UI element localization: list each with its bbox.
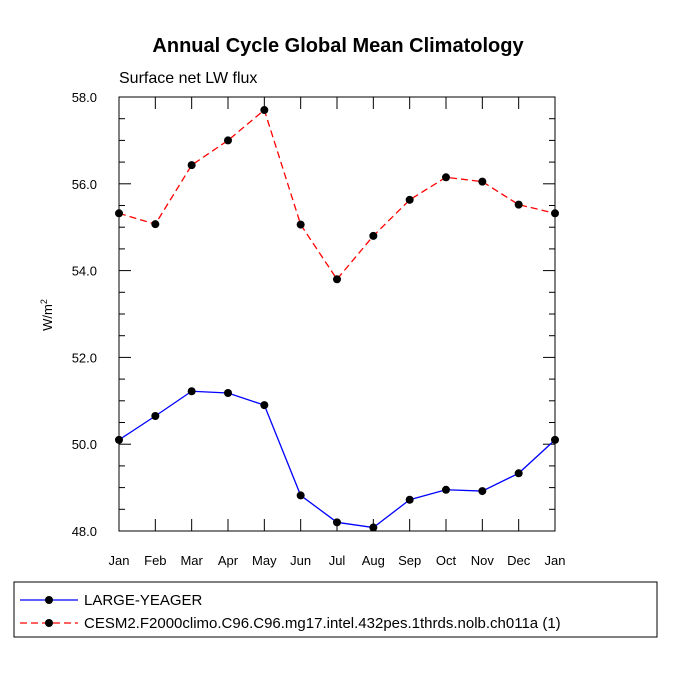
series-2-point xyxy=(369,231,378,240)
series-2-point xyxy=(442,173,450,182)
series-2-point xyxy=(151,220,160,229)
series-2-point xyxy=(551,209,559,218)
series-2-point xyxy=(296,220,305,229)
series-line-2 xyxy=(118,108,556,281)
axis-ticks: Jan Feb Mar Apr May Jun Jul Aug Sep Oct Nov Dec Jan 4… xyxy=(72,90,566,568)
series-2-point xyxy=(224,136,232,145)
series-1-point xyxy=(442,485,450,494)
x-tick-label: Jul xyxy=(329,553,346,568)
series-2-point xyxy=(478,177,487,186)
series-1-point xyxy=(369,523,378,532)
legend-marker-2 xyxy=(45,619,53,627)
x-tick-label: Aug xyxy=(362,553,385,568)
x-tick-label: May xyxy=(252,553,277,568)
chart-subtitle: Surface net LW flux xyxy=(119,70,257,87)
x-tick-label: Sep xyxy=(398,553,421,568)
series-1-point xyxy=(333,518,341,527)
chart-title: Annual Cycle Global Mean Climatology xyxy=(152,35,524,57)
series-1-point xyxy=(115,435,123,444)
x-tick-label: Jan xyxy=(109,553,130,568)
series-2-point xyxy=(115,209,123,218)
x-tick-label: Nov xyxy=(471,553,495,568)
x-tick-label: Jun xyxy=(290,553,311,568)
series-2-point xyxy=(514,200,523,209)
x-tick-label: Dec xyxy=(507,553,531,568)
y-axis-label: W/m2 xyxy=(39,299,55,331)
series-1-point xyxy=(405,495,414,504)
y-axis-label-exponent: 2 xyxy=(39,299,49,304)
series-layer xyxy=(115,106,559,532)
y-tick-label: 58.0 xyxy=(72,90,97,105)
y-tick-label: 56.0 xyxy=(72,177,97,192)
legend: LARGE-YEAGER CESM2.F2000climo.C96.C96.mg1… xyxy=(20,592,561,632)
plot-frame xyxy=(118,96,556,532)
y-tick-label: 50.0 xyxy=(72,437,97,452)
series-1-point xyxy=(296,491,305,500)
legend-label-1: LARGE-YEAGER xyxy=(84,592,203,609)
series-1-point xyxy=(551,435,559,444)
y-axis-label-unit: W/m xyxy=(40,304,55,331)
series-1-point xyxy=(224,388,232,397)
x-tick-label: Feb xyxy=(144,553,166,568)
series-1-point xyxy=(478,487,487,496)
series-2-point xyxy=(333,275,341,284)
series-2-point xyxy=(187,161,196,170)
series-1-point xyxy=(514,469,523,478)
y-tick-label: 52.0 xyxy=(72,350,97,365)
y-tick-label: 48.0 xyxy=(72,524,97,539)
series-2-point xyxy=(260,106,269,115)
x-tick-label: Oct xyxy=(436,553,457,568)
series-1-point xyxy=(187,387,196,396)
y-tick-label: 54.0 xyxy=(72,264,97,279)
series-1-point xyxy=(151,411,160,420)
series-line-1 xyxy=(118,390,556,529)
series-1-point xyxy=(260,401,269,410)
x-tick-label: Apr xyxy=(218,553,239,568)
series-2-point xyxy=(405,195,414,204)
x-tick-label: Jan xyxy=(545,553,566,568)
legend-box xyxy=(13,581,658,638)
legend-marker-1 xyxy=(45,596,53,604)
x-tick-label: Mar xyxy=(180,553,203,568)
legend-label-2: CESM2.F2000climo.C96.C96.mg17.intel.432p… xyxy=(84,615,561,632)
